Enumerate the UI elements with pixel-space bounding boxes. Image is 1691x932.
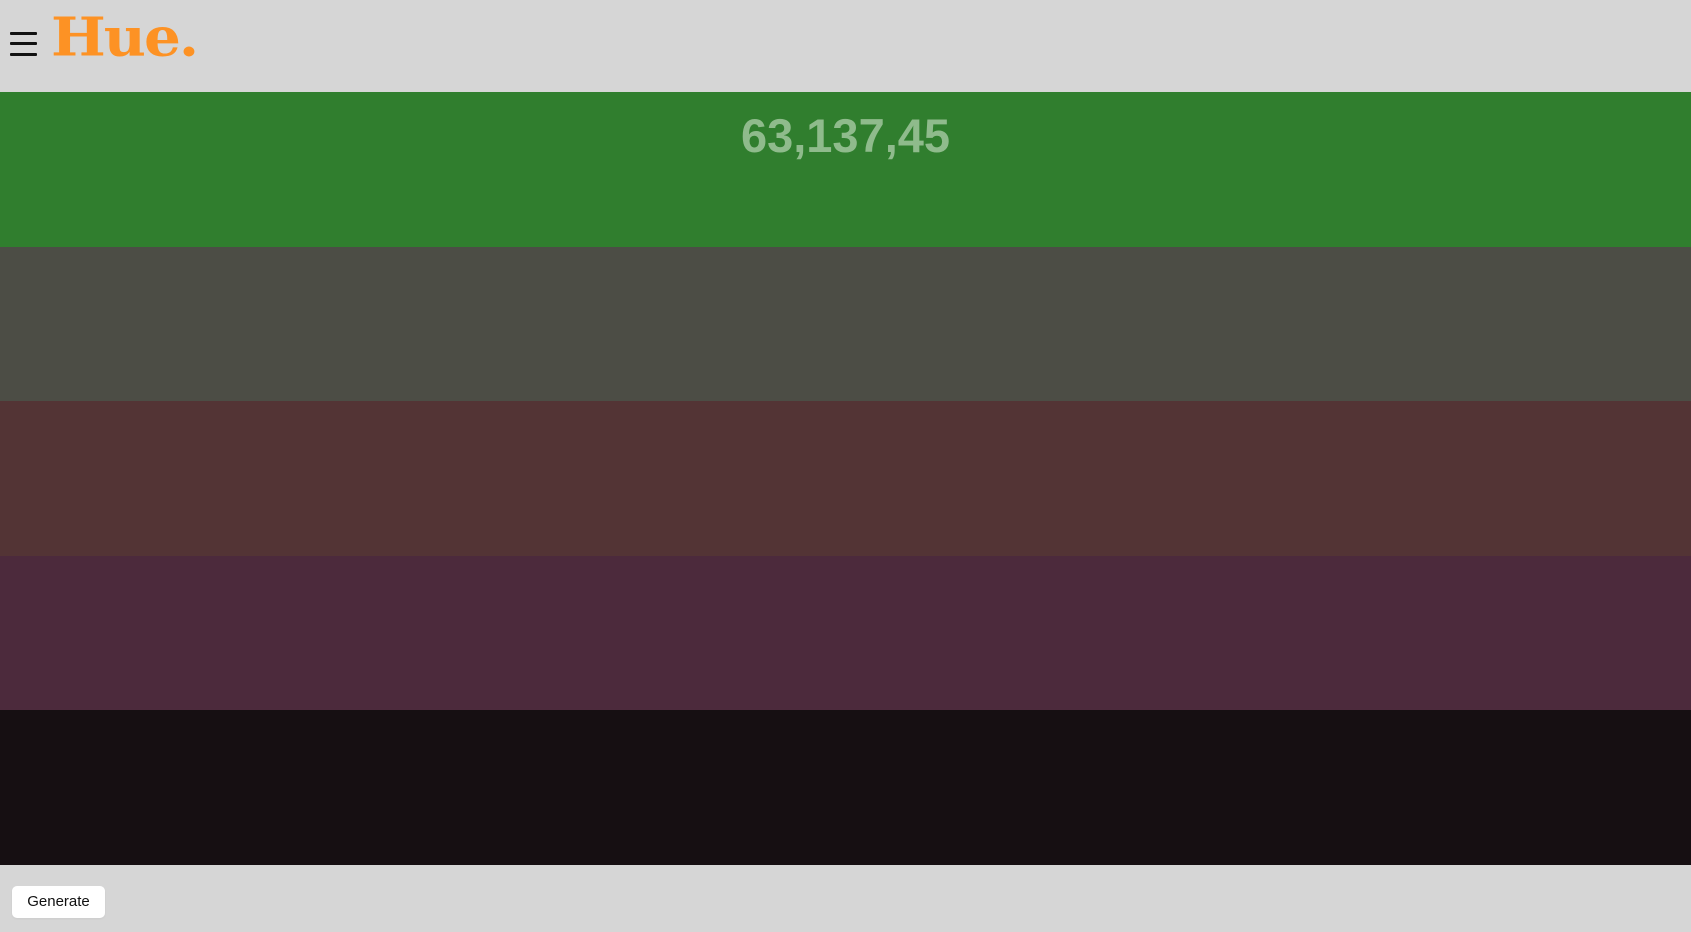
app-logo[interactable]: Hue. <box>51 5 199 69</box>
generate-button[interactable]: Generate <box>12 886 105 918</box>
color-swatch-3[interactable] <box>0 401 1691 556</box>
hamburger-menu-icon[interactable] <box>10 29 37 57</box>
color-swatch-4[interactable] <box>0 556 1691 711</box>
color-swatch-5[interactable] <box>0 710 1691 865</box>
color-swatch-1[interactable]: 63,137,45 <box>0 92 1691 247</box>
menu-line <box>10 42 37 45</box>
menu-line <box>10 53 37 56</box>
swatch-rgb-label: 63,137,45 <box>740 109 951 162</box>
header: Hue. <box>0 0 1691 92</box>
color-swatch-2[interactable] <box>0 247 1691 402</box>
footer: Generate <box>0 865 1691 932</box>
color-palette: 63,137,45 <box>0 92 1691 865</box>
menu-line <box>10 32 37 35</box>
